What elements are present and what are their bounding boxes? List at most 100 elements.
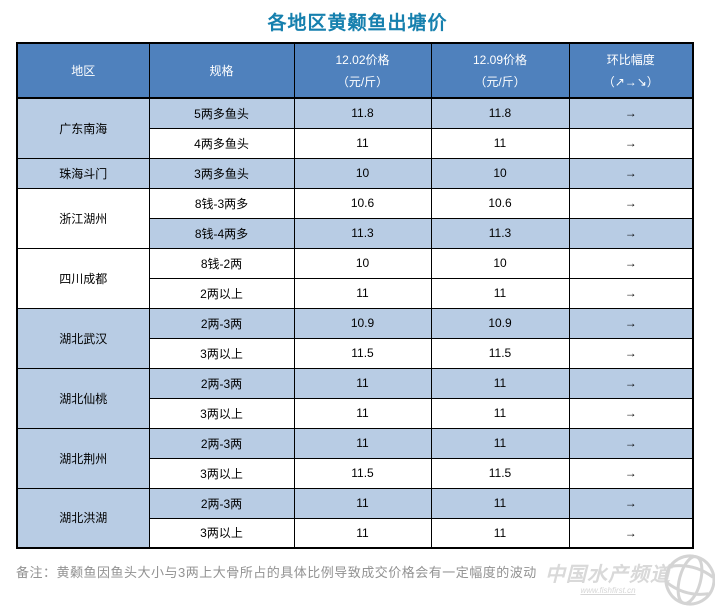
header-price-1209-title: 12.09价格: [472, 52, 528, 67]
header-row: 地区 规格 12.02价格 （元/斤） 12.09价格 （元/斤） 环比幅度 （…: [16, 42, 694, 99]
table-row: 湖北洪湖 2两-3两 11 11 →: [16, 487, 694, 549]
price-1209-cell: 11: [430, 487, 570, 519]
note-text: 备注：黄颡鱼因鱼头大小与3两上大骨所占的具体比例导致成交价格会有一定幅度的波动: [16, 565, 537, 580]
table-row: 湖北仙桃 2两-3两 11 11 →: [16, 367, 694, 429]
price-1209-cell: 10: [430, 157, 570, 189]
price-1202-cell: 11: [293, 367, 432, 399]
price-1202-cell: 10: [293, 157, 432, 189]
trend-cell: →: [568, 517, 694, 549]
table-row: 湖北荆州 2两-3两 11 11 →: [16, 427, 694, 489]
trend-cell: →: [568, 487, 694, 519]
table-row: 浙江湖州 8钱-3两多 10.6 10.6 →: [16, 187, 694, 249]
header-trend-legend: （↗→↘）: [602, 74, 659, 89]
spec-cell: 3两以上: [148, 337, 295, 369]
header-price-1209: 12.09价格 （元/斤）: [430, 42, 570, 99]
watermark-url: www.fishfirst.cn: [580, 586, 636, 595]
price-1209-cell: 11.8: [430, 97, 570, 129]
price-1202-cell: 11: [293, 127, 432, 159]
price-1209-cell: 10.9: [430, 307, 570, 339]
spec-cell: 8钱-4两多: [148, 217, 295, 249]
table-row: 四川成都 8钱-2两 10 10 →: [16, 247, 694, 309]
page-title: 各地区黄颡鱼出塘价: [267, 13, 448, 34]
spec-cell: 2两-3两: [148, 367, 295, 399]
price-1202-cell: 11: [293, 397, 432, 429]
price-1202-cell: 11: [293, 487, 432, 519]
price-1202-cell: 11: [293, 517, 432, 549]
trend-cell: →: [568, 247, 694, 279]
price-table: 地区 规格 12.02价格 （元/斤） 12.09价格 （元/斤） 环比幅度 （…: [16, 42, 694, 549]
table-row: 3两以上 11 11 →: [17, 517, 694, 549]
region-cell: 湖北武汉: [16, 307, 150, 369]
header-region-label: 地区: [71, 63, 96, 78]
trend-cell: →: [568, 187, 694, 219]
region-cell: 四川成都: [16, 247, 150, 309]
header-price-1202: 12.02价格 （元/斤）: [293, 42, 432, 99]
spec-cell: 5两多鱼头: [148, 97, 295, 129]
price-1209-cell: 11.5: [430, 337, 570, 369]
spec-cell: 3两以上: [148, 397, 295, 429]
trend-cell: →: [568, 127, 694, 159]
trend-cell: →: [568, 367, 694, 399]
price-1209-cell: 11: [430, 127, 570, 159]
region-cell: 湖北洪湖: [16, 487, 150, 549]
spec-cell: 2两以上: [148, 277, 295, 309]
region-cell: 湖北荆州: [16, 427, 150, 489]
spec-cell: 8钱-2两: [148, 247, 295, 279]
spec-cell: 3两多鱼头: [148, 157, 295, 189]
spec-cell: 2两-3两: [148, 307, 295, 339]
table-row: 湖北武汉 2两-3两 10.9 10.9 →: [16, 307, 694, 369]
price-1202-cell: 10: [293, 247, 432, 279]
price-1209-cell: 11: [430, 517, 570, 549]
table-row: 2两以上 11 11 →: [17, 277, 694, 309]
price-1209-cell: 10: [430, 247, 570, 279]
spec-cell: 3两以上: [148, 517, 295, 549]
region-cell: 浙江湖州: [16, 187, 150, 249]
region-cell: 珠海斗门: [16, 157, 150, 189]
trend-cell: →: [568, 97, 694, 129]
price-1202-cell: 11.5: [293, 337, 432, 369]
table-row: 4两多鱼头 11 11 →: [17, 127, 694, 159]
header-trend-title: 环比幅度: [606, 52, 655, 67]
price-1202-cell: 11: [293, 427, 432, 459]
price-1209-cell: 11.3: [430, 217, 570, 249]
table-row: 3两以上 11.5 11.5 →: [17, 457, 694, 489]
trend-cell: →: [568, 457, 694, 489]
price-1202-cell: 10.9: [293, 307, 432, 339]
trend-cell: →: [568, 217, 694, 249]
header-price-1202-title: 12.02价格: [335, 52, 390, 67]
trend-cell: →: [568, 157, 694, 189]
trend-cell: →: [568, 337, 694, 369]
price-1202-cell: 11.8: [293, 97, 432, 129]
price-1202-cell: 11.5: [293, 457, 432, 489]
table-row: 3两以上 11.5 11.5 →: [17, 337, 694, 369]
table-header: 地区 规格 12.02价格 （元/斤） 12.09价格 （元/斤） 环比幅度 （…: [16, 42, 694, 99]
header-price-1209-unit: （元/斤）: [474, 74, 526, 89]
trend-cell: →: [568, 307, 694, 339]
table-row: 珠海斗门 3两多鱼头 10 10 →: [16, 157, 694, 189]
header-price-1202-unit: （元/斤）: [336, 74, 389, 89]
header-spec: 规格: [148, 42, 295, 99]
price-1209-cell: 11: [430, 397, 570, 429]
price-1209-cell: 11.5: [430, 457, 570, 489]
price-1202-cell: 10.6: [293, 187, 432, 219]
header-region: 地区: [16, 42, 150, 99]
trend-cell: →: [568, 427, 694, 459]
spec-cell: 2两-3两: [148, 427, 295, 459]
spec-cell: 3两以上: [148, 457, 295, 489]
trend-cell: →: [568, 397, 694, 429]
table-body: 广东南海 5两多鱼头 11.8 11.8 → 4两多鱼头 11 11 → 珠海斗门 3两多鱼头 10 1…: [16, 97, 694, 549]
region-cell: 广东南海: [16, 97, 150, 159]
header-spec-label: 规格: [209, 63, 234, 78]
header-trend: 环比幅度 （↗→↘）: [568, 42, 694, 99]
table-row: 广东南海 5两多鱼头 11.8 11.8 →: [16, 97, 694, 159]
region-cell: 湖北仙桃: [16, 367, 150, 429]
price-1202-cell: 11: [293, 277, 432, 309]
price-1209-cell: 11: [430, 367, 570, 399]
price-1209-cell: 10.6: [430, 187, 570, 219]
trend-cell: →: [568, 277, 694, 309]
table-row: 8钱-4两多 11.3 11.3 →: [17, 217, 694, 249]
price-1209-cell: 11: [430, 277, 570, 309]
spec-cell: 2两-3两: [148, 487, 295, 519]
price-1209-cell: 11: [430, 427, 570, 459]
